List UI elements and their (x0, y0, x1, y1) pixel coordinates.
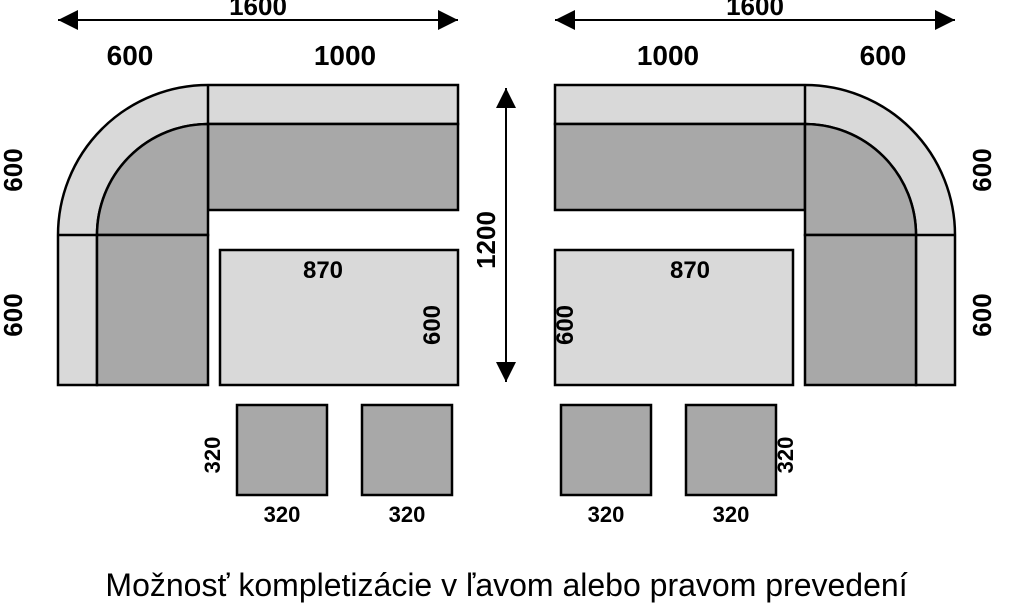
dim-stool-h-r: 320 (773, 437, 798, 474)
stool-l1 (237, 405, 327, 495)
dim-top-left-a: 600 (107, 40, 154, 71)
dim-top-right-total: 1600 (726, 0, 784, 21)
dim-side-upper-l: 600 (0, 148, 28, 191)
dim-table-h-r: 600 (552, 305, 579, 345)
dim-stool-w-r1: 320 (588, 502, 625, 527)
caption-text: Možnosť kompletizácie v ľavom alebo prav… (0, 567, 1013, 604)
furniture-diagram-svg: 1600 600 1000 600 600 870 600 (0, 0, 1013, 560)
dim-side-upper-r: 600 (967, 148, 997, 191)
diagram-page: 1600 600 1000 600 600 870 600 (0, 0, 1013, 608)
dim-stool-w-l2: 320 (389, 502, 426, 527)
right-config: 1600 1000 600 600 600 870 600 320 320 32… (552, 0, 997, 527)
dim-table-h-l: 600 (419, 305, 446, 345)
stool-l2 (362, 405, 452, 495)
stool-r1 (561, 405, 651, 495)
dim-stool-w-l1: 320 (264, 502, 301, 527)
dim-stool-h-l: 320 (200, 437, 225, 474)
sofa-seat-side (97, 235, 208, 385)
sofa-seat-top (208, 124, 458, 210)
dim-table-w-l: 870 (303, 257, 343, 284)
dim-top-left-total: 1600 (229, 0, 287, 21)
dim-side-lower-l: 600 (0, 293, 28, 336)
dim-stool-w-r2: 320 (713, 502, 750, 527)
dim-top-left-b: 1000 (314, 40, 376, 71)
dim-top-right-b: 600 (860, 40, 907, 71)
dim-top-right-a: 1000 (637, 40, 699, 71)
dim-center-v: 1200 (471, 211, 501, 269)
dim-table-w-r: 870 (670, 257, 710, 284)
dim-side-lower-r: 600 (967, 293, 997, 336)
sofa-seat-top-r (555, 124, 805, 210)
sofa-seat-side-r (805, 235, 916, 385)
left-config: 1600 600 1000 600 600 870 600 (0, 0, 458, 527)
stool-r2 (686, 405, 776, 495)
